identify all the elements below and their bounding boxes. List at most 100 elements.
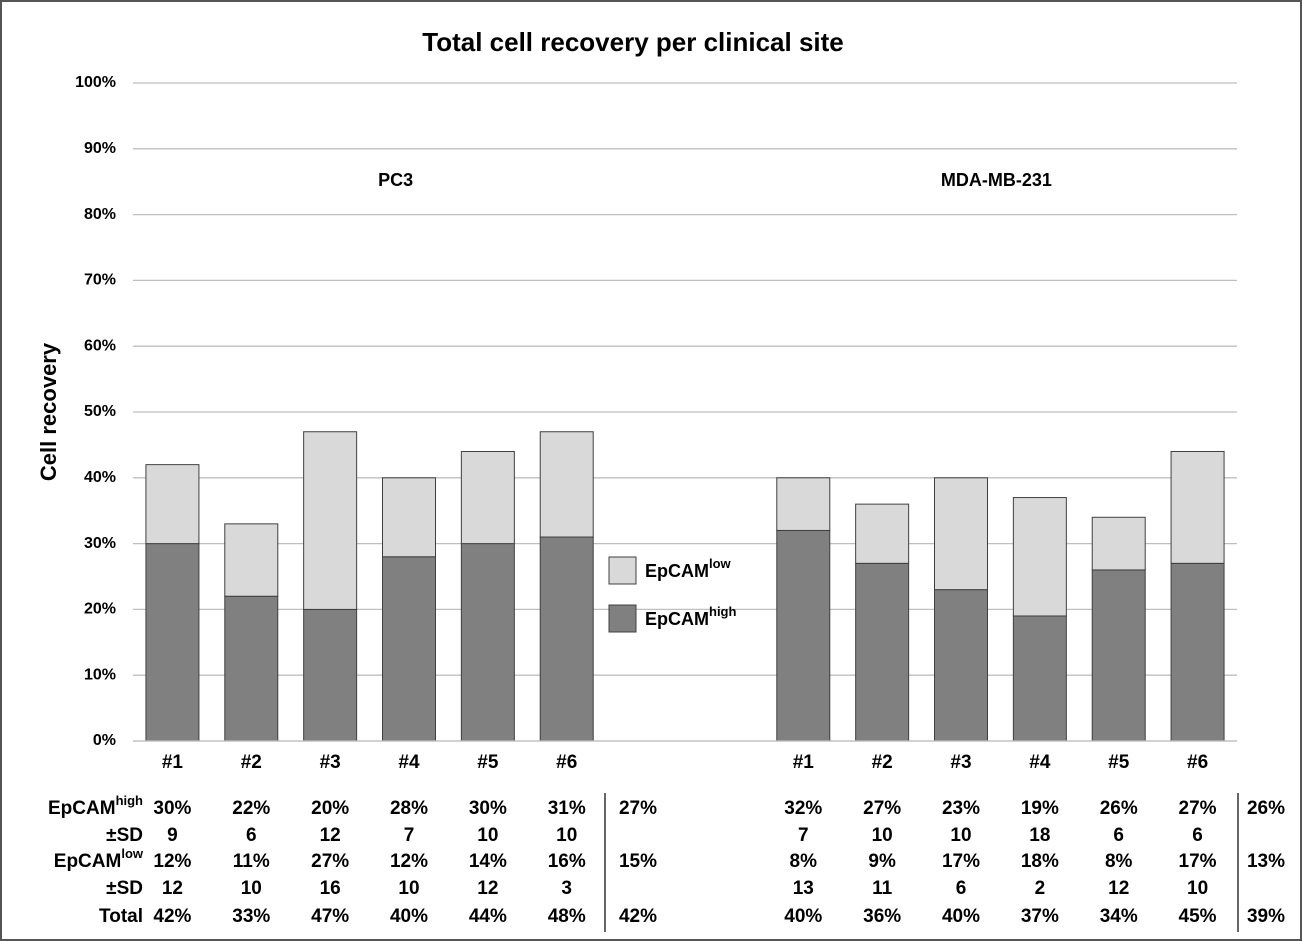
table-cell: 6 [246, 825, 257, 846]
x-tick-label: #5 [1108, 752, 1130, 773]
table-cell: 11 [872, 878, 893, 899]
table-cell: 48% [548, 906, 586, 927]
x-tick-label: #5 [477, 752, 499, 773]
bar-segment [1012, 497, 1067, 617]
table-cell: 12 [477, 878, 498, 899]
table-cell: 30% [469, 798, 507, 819]
x-tick-label: #6 [556, 752, 577, 773]
bar-segment [934, 477, 988, 591]
table-cell: 18 [1029, 825, 1050, 846]
table-cell: 11% [233, 851, 270, 872]
table-cell: 31% [548, 798, 586, 819]
table-cell: 44% [469, 906, 507, 927]
bar-segment [460, 543, 515, 742]
y-tick-label: 80% [84, 206, 116, 223]
bar-segment [1170, 562, 1225, 742]
table-cell: 40% [942, 906, 980, 927]
legend-label: EpCAMlow [645, 556, 732, 581]
y-axis-label: Cell recovery [36, 342, 61, 481]
table-mean: 42% [619, 906, 657, 927]
table-cell: 13 [793, 878, 814, 899]
bar-segment [539, 431, 594, 538]
legend-label: EpCAMhigh [645, 604, 736, 629]
group-label: MDA-MB-231 [941, 170, 1052, 190]
bar-segment [1170, 450, 1225, 564]
y-tick-label: 20% [84, 601, 116, 618]
table-cell: 23% [942, 798, 980, 819]
table-cell: 8% [790, 851, 818, 872]
x-tick-label: #1 [793, 752, 815, 773]
y-tick-label: 0% [93, 732, 116, 749]
bar-segment [855, 562, 910, 742]
table-mean: 15% [619, 851, 657, 872]
row-label: Total [99, 906, 143, 927]
table-cell: 12 [320, 825, 341, 846]
y-tick-label: 10% [84, 666, 116, 683]
table-cell: 10 [477, 825, 498, 846]
y-tick-label: 50% [84, 403, 116, 420]
y-tick-label: 100% [75, 74, 116, 91]
bar-segment [303, 431, 358, 610]
series-superscript: high [116, 793, 143, 808]
table-cell: 8% [1105, 851, 1133, 872]
table-cell: 2 [1035, 878, 1046, 899]
y-tick-label: 90% [84, 140, 116, 157]
bar-segment [303, 608, 358, 742]
x-tick-label: #4 [1029, 752, 1051, 773]
table-cell: 12 [162, 878, 183, 899]
table-cell: 14% [469, 851, 507, 872]
series-superscript: low [709, 556, 732, 571]
bar-segment [1091, 516, 1146, 571]
table-cell: 47% [311, 906, 349, 927]
bar-segment [145, 543, 200, 742]
series-name: EpCAM [54, 851, 122, 872]
series-superscript: high [709, 604, 736, 619]
table-cell: 20% [311, 798, 349, 819]
series-name: EpCAM [645, 609, 709, 629]
table-cell: 17% [942, 851, 980, 872]
table-cell: 27% [863, 798, 901, 819]
table-cell: 34% [1100, 906, 1138, 927]
bar-segment [934, 589, 988, 742]
table-cell: 10 [398, 878, 419, 899]
table-cell: 45% [1179, 906, 1217, 927]
x-tick-label: #1 [162, 752, 184, 773]
x-tick-label: #2 [872, 752, 893, 773]
bar-segment [224, 595, 279, 742]
series-name: EpCAM [48, 798, 116, 819]
table-cell: 19% [1021, 798, 1059, 819]
table-cell: 7 [404, 825, 415, 846]
bar-segment [382, 477, 436, 558]
legend-swatch [608, 604, 637, 633]
table-cell: 3 [561, 878, 572, 899]
table-cell: 36% [863, 906, 901, 927]
bar-segment [382, 556, 436, 742]
row-label: ±SD [106, 878, 143, 899]
row-label: EpCAMhigh [48, 793, 143, 819]
bar-segment [776, 477, 831, 531]
x-tick-label: #2 [241, 752, 262, 773]
table-mean: 26% [1247, 798, 1285, 819]
table-cell: 10 [241, 878, 262, 899]
table-cell: 12% [390, 851, 428, 872]
table-cell: 26% [1100, 798, 1138, 819]
bar-segment [776, 529, 831, 742]
table-cell: 28% [390, 798, 428, 819]
table-cell: 12 [1108, 878, 1129, 899]
bar-segment [224, 523, 279, 597]
table-cell: 9% [868, 851, 896, 872]
bar-segment [1012, 615, 1067, 742]
row-label: ±SD [106, 825, 143, 846]
table-cell: 32% [784, 798, 822, 819]
table-cell: 7 [798, 825, 809, 846]
bar-segment [539, 536, 594, 742]
table-cell: 42% [153, 906, 191, 927]
y-tick-label: 60% [84, 337, 116, 354]
chart-title: Total cell recovery per clinical site [422, 27, 844, 57]
table-cell: 22% [232, 798, 270, 819]
bar-segment [855, 503, 910, 564]
table-cell: 27% [1179, 798, 1217, 819]
bar-segment [1091, 569, 1146, 742]
